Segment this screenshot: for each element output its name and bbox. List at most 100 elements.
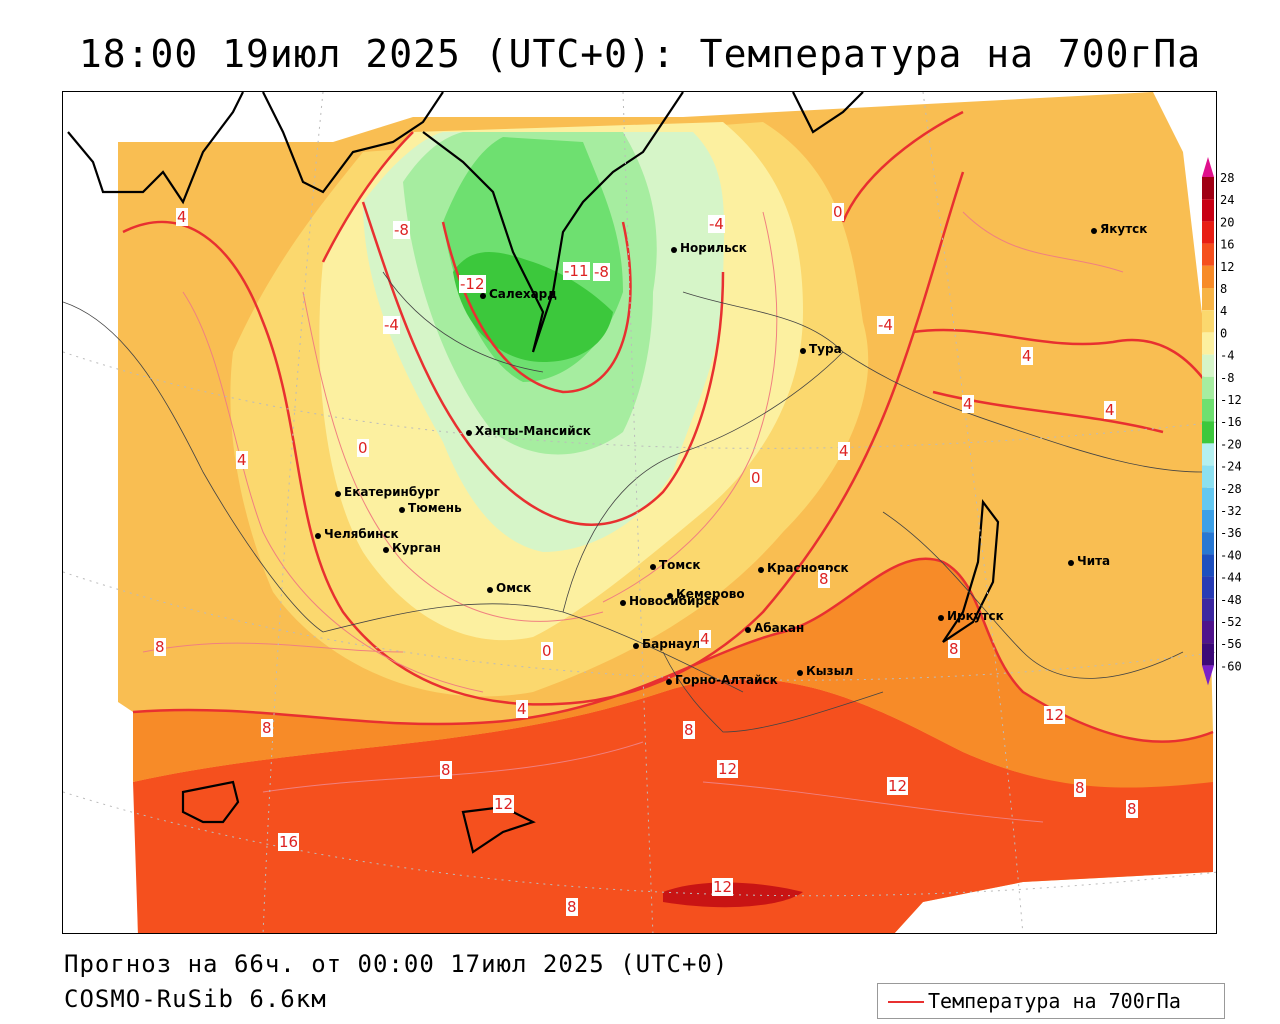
isotherm-label: 0 [750, 469, 762, 487]
graticule [63, 92, 1216, 933]
city-marker [797, 670, 803, 676]
colorbar-swatch [1202, 199, 1214, 222]
city-label: Новосибирск [629, 594, 720, 608]
isotherm-label: 12 [1044, 706, 1066, 724]
isotherm-label: -8 [393, 221, 410, 239]
city-label: Салехард [489, 287, 557, 301]
colorbar-min-arrow [1202, 665, 1214, 686]
isotherm-label: 4 [176, 208, 188, 226]
colorbar-swatch [1202, 332, 1214, 355]
city-marker [758, 567, 764, 573]
isotherms-major [122, 110, 1215, 743]
isotherm-label: -4 [877, 316, 894, 334]
isotherm-label: -8 [593, 263, 610, 281]
isotherm-label: 8 [948, 640, 960, 658]
model-name: COSMO-RuSib 6.6км [64, 985, 327, 1013]
color-scale: 28 24 20 16 12 8 4 0 -4 -8 -12 -16 -20 -24 -28 -32 -36 -4… [1202, 157, 1242, 686]
colorbar-swatch [1202, 399, 1214, 422]
isotherm-label: 8 [154, 638, 166, 656]
colorbar-tick-label: 20 [1220, 215, 1234, 229]
city-marker [466, 430, 472, 436]
city-marker [667, 593, 673, 599]
isotherm-label: 0 [357, 439, 369, 457]
temperature-map [63, 92, 1216, 933]
city-marker [633, 643, 639, 649]
colorbar-swatch [1202, 532, 1214, 555]
map-panel [62, 91, 1217, 934]
isotherm-label: -11 [563, 262, 590, 280]
colorbar-tick-label: 28 [1220, 171, 1234, 185]
colorbar-tick-label: -4 [1220, 349, 1234, 363]
colorbar-tick-label: 24 [1220, 193, 1234, 207]
colorbar-swatch [1202, 487, 1214, 510]
colorbar-tick-label: -60 [1220, 659, 1242, 673]
colorbar-tick-label: 8 [1220, 282, 1227, 296]
colorbar-tick-label: -40 [1220, 548, 1242, 562]
colorbar-tick-label: -20 [1220, 437, 1242, 451]
isotherm-label: 4 [236, 451, 248, 469]
forecast-info: Прогноз на 66ч. от 00:00 17июл 2025 (UTC… [64, 950, 729, 978]
isotherm-label: 4 [838, 442, 850, 460]
isotherm-label: 0 [832, 203, 844, 221]
city-label: Норильск [680, 241, 747, 255]
colorbar-tick-label: 12 [1220, 260, 1234, 274]
colorbar-tick-label: -56 [1220, 637, 1242, 651]
isotherm-label: 12 [493, 795, 515, 813]
isotherm-label: -4 [708, 215, 725, 233]
isotherm-label: 8 [440, 761, 452, 779]
colorbar-swatch [1202, 465, 1214, 488]
city-marker [938, 615, 944, 621]
city-marker [1091, 228, 1097, 234]
legend-label: Температура на 700гПа [928, 989, 1181, 1013]
colorbar-swatch [1202, 443, 1214, 466]
colorbar-tick-label: -36 [1220, 526, 1242, 540]
colorbar-tick-label: -16 [1220, 415, 1242, 429]
colorbar-swatch [1202, 421, 1214, 444]
city-label: Омск [496, 581, 532, 595]
isotherm-label: 0 [541, 642, 553, 660]
city-marker [487, 587, 493, 593]
city-label: Кызыл [806, 664, 854, 678]
legend: Температура на 700гПа [877, 983, 1225, 1019]
colorbar-swatch [1202, 265, 1214, 288]
city-marker [399, 507, 405, 513]
city-label: Томск [659, 558, 701, 572]
city-marker [671, 247, 677, 253]
colorbar-tick-label: -28 [1220, 482, 1242, 496]
colorbar-tick-label: 16 [1220, 238, 1234, 252]
isotherm-label: 4 [699, 630, 711, 648]
city-label: Челябинск [324, 527, 399, 541]
colorbar-tick-label: -52 [1220, 615, 1242, 629]
isotherm-label: 8 [261, 719, 273, 737]
colorbar-tick-label: -32 [1220, 504, 1242, 518]
colorbar-swatch [1202, 643, 1214, 666]
isotherm-label: 8 [818, 570, 830, 588]
city-marker [666, 679, 672, 685]
colorbar-tick-label: -44 [1220, 571, 1242, 585]
colorbar-swatch [1202, 598, 1214, 621]
city-label: Абакан [754, 621, 805, 635]
isotherm-label: 8 [683, 721, 695, 739]
isotherm-label: 12 [717, 760, 739, 778]
colorbar-swatch [1202, 354, 1214, 377]
colorbar-swatch [1202, 576, 1214, 599]
city-marker [800, 348, 806, 354]
colorbar-swatch [1202, 510, 1214, 533]
isotherm-label: 8 [566, 898, 578, 916]
colorbar-tick-label: 0 [1220, 326, 1227, 340]
colorbar-tick-label: -12 [1220, 393, 1242, 407]
isotherm-label: 8 [1126, 800, 1138, 818]
city-label: Барнаул [642, 637, 701, 651]
isotherm-label: -4 [383, 316, 400, 334]
isotherm-label: 4 [1104, 401, 1116, 419]
isotherm-label: 4 [962, 395, 974, 413]
colorbar-swatch [1202, 310, 1214, 333]
colorbar-tick-label: 4 [1220, 304, 1227, 318]
city-marker [335, 491, 341, 497]
isotherm-label: 12 [887, 777, 909, 795]
colorbar-swatch [1202, 376, 1214, 399]
city-marker [1068, 560, 1074, 566]
legend-line-swatch [888, 1001, 924, 1003]
isotherm-label: 16 [278, 833, 300, 851]
city-marker [620, 600, 626, 606]
